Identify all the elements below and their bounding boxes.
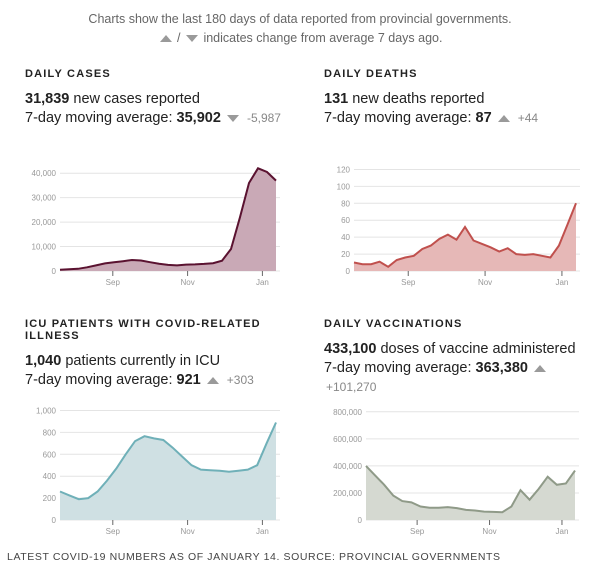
x-tick-label: Sep xyxy=(106,278,121,287)
y-tick-label: 20 xyxy=(341,250,350,259)
headline-value: 1,040 xyxy=(25,353,62,369)
headline: 131 new deaths reported xyxy=(324,90,600,109)
y-tick-label: 400 xyxy=(43,472,57,481)
series-area xyxy=(60,168,276,271)
headline-text: patients currently in ICU xyxy=(65,353,221,369)
chart: 0 20 40 60 80 100 120 Sep Nov Jan xyxy=(337,165,580,287)
up-triangle-icon xyxy=(206,376,219,384)
up-triangle-icon xyxy=(159,35,172,43)
headline-value: 131 xyxy=(324,91,349,107)
x-tick-label: Jan xyxy=(256,527,269,536)
average-label: 7-day moving average: xyxy=(324,360,472,376)
series-line xyxy=(59,422,277,501)
y-tick-label: 600,000 xyxy=(333,435,362,444)
headline-text: new cases reported xyxy=(73,91,200,107)
series-line xyxy=(353,202,577,269)
x-tick-label: Nov xyxy=(180,527,194,536)
headline-value: 31,839 xyxy=(25,91,70,107)
chart: 0 200,000 400,000 600,000 800,000 Sep Nov Jan xyxy=(333,408,579,536)
down-triangle-icon xyxy=(185,35,198,43)
panel-icu-patients: ICU PATIENTS WITH COVID-RELATED ILLNESS … xyxy=(25,318,305,536)
intro-line-2: / indicates change from average 7 days a… xyxy=(0,29,600,48)
average-value: 87 xyxy=(475,110,492,126)
series-area xyxy=(354,203,576,271)
x-tick-label: Jan xyxy=(556,527,569,536)
series-line xyxy=(59,167,277,271)
panel-title: DAILY CASES xyxy=(25,68,111,80)
headline: 31,839 new cases reported xyxy=(25,90,305,109)
headline-text: new deaths reported xyxy=(352,91,485,107)
up-triangle-icon xyxy=(533,364,546,372)
y-tick-label: 40 xyxy=(341,233,350,242)
x-tick-label: Nov xyxy=(180,278,194,287)
moving-average: 7-day moving average: 921 +303 xyxy=(25,371,305,390)
x-tick-label: Jan xyxy=(256,278,269,287)
moving-average: 7-day moving average: 363,380 +101,270 xyxy=(324,359,600,397)
headline: 433,100 doses of vaccine administered xyxy=(324,340,600,359)
series-area xyxy=(60,422,276,520)
y-tick-label: 10,000 xyxy=(32,243,57,252)
x-tick-label: Jan xyxy=(555,278,568,287)
average-label: 7-day moving average: xyxy=(25,372,173,388)
panel-daily-vaccinations: DAILY VACCINATIONS 433,100 doses of vacc… xyxy=(324,318,600,536)
y-tick-label: 0 xyxy=(358,516,363,525)
y-tick-label: 80 xyxy=(341,199,350,208)
y-tick-label: 20,000 xyxy=(32,218,57,227)
y-tick-label: 120 xyxy=(337,165,351,174)
y-tick-label: 200 xyxy=(43,494,57,503)
x-tick-label: Sep xyxy=(106,527,121,536)
x-tick-label: Sep xyxy=(401,278,416,287)
panel-daily-cases: DAILY CASES 31,839 new cases reported 7-… xyxy=(25,68,305,287)
average-change: -5,987 xyxy=(246,111,281,125)
intro-legend-text: indicates change from average 7 days ago… xyxy=(203,31,443,45)
average-change: +303 xyxy=(226,373,254,387)
average-change: +101,270 xyxy=(326,380,377,394)
down-triangle-icon xyxy=(226,114,239,122)
x-tick-label: Nov xyxy=(482,527,496,536)
x-tick-label: Sep xyxy=(410,527,425,536)
up-triangle-icon xyxy=(497,114,510,122)
chart: 0 200 400 600 800 1,000 Sep Nov Jan xyxy=(36,406,280,536)
y-tick-label: 0 xyxy=(346,267,351,276)
x-tick-label: Nov xyxy=(478,278,492,287)
average-change: +44 xyxy=(517,111,539,125)
separator: / xyxy=(176,31,181,45)
y-tick-label: 1,000 xyxy=(36,406,57,415)
headline: 1,040 patients currently in ICU xyxy=(25,352,305,371)
panel-title: DAILY DEATHS xyxy=(324,68,418,80)
y-tick-label: 800 xyxy=(43,428,57,437)
chart: 0 10,000 20,000 30,000 40,000 Sep Nov Jan xyxy=(32,167,280,287)
headline-text: doses of vaccine administered xyxy=(380,341,576,357)
headline-value: 433,100 xyxy=(324,341,377,357)
footer-source: LATEST COVID-19 NUMBERS AS OF JANUARY 14… xyxy=(7,551,501,563)
y-tick-label: 40,000 xyxy=(32,169,57,178)
y-tick-label: 0 xyxy=(52,267,57,276)
intro-line-1: Charts show the last 180 days of data re… xyxy=(88,12,512,26)
average-label: 7-day moving average: xyxy=(324,110,472,126)
y-tick-label: 400,000 xyxy=(333,462,362,471)
panel-title: ICU PATIENTS WITH COVID-RELATED ILLNESS xyxy=(25,318,261,342)
average-value: 35,902 xyxy=(176,110,221,126)
y-tick-label: 600 xyxy=(43,450,57,459)
average-value: 363,380 xyxy=(475,360,528,376)
y-tick-label: 0 xyxy=(52,516,57,525)
y-tick-label: 30,000 xyxy=(32,194,57,203)
y-tick-label: 800,000 xyxy=(333,408,362,417)
moving-average: 7-day moving average: 35,902 -5,987 xyxy=(25,109,305,128)
average-label: 7-day moving average: xyxy=(25,110,173,126)
moving-average: 7-day moving average: 87 +44 xyxy=(324,109,600,128)
y-tick-label: 60 xyxy=(341,216,350,225)
average-value: 921 xyxy=(176,372,201,388)
intro: Charts show the last 180 days of data re… xyxy=(0,10,600,48)
panel-daily-deaths: DAILY DEATHS 131 new deaths reported 7-d… xyxy=(324,68,600,287)
y-tick-label: 100 xyxy=(337,182,351,191)
panel-title: DAILY VACCINATIONS xyxy=(324,318,463,330)
y-tick-label: 200,000 xyxy=(333,489,362,498)
series-line xyxy=(365,465,576,514)
